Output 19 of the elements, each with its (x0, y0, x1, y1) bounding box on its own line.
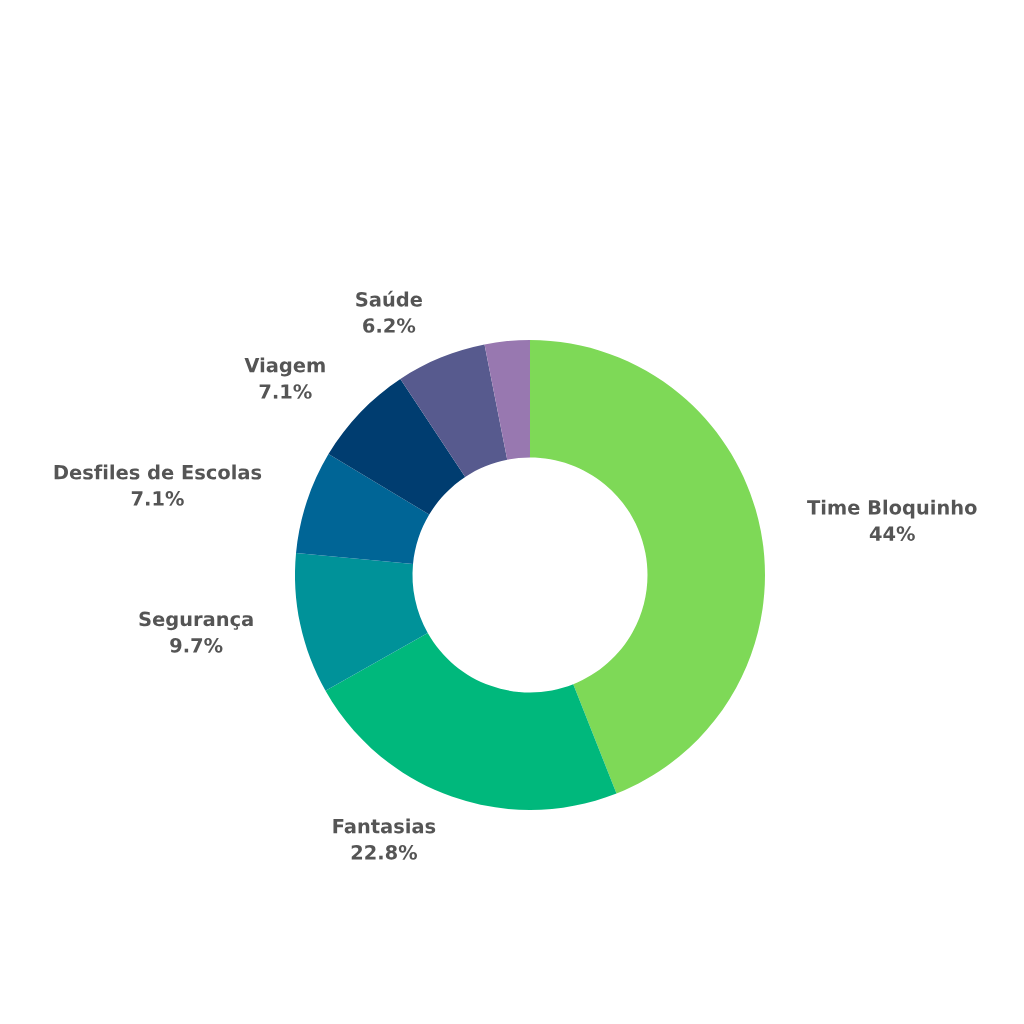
slice-label: Saúde (356, 290, 422, 307)
data-label: 44% (869, 526, 915, 541)
data-label: 7.1% (259, 384, 312, 399)
slice-label: Fantasias (333, 818, 436, 834)
donut-slice (530, 340, 765, 794)
data-label: 6.2% (363, 318, 416, 333)
donut-slice (400, 344, 508, 477)
slice-label: Segurança (139, 611, 253, 631)
data-label: 7.1% (131, 491, 184, 506)
data-label: 9.7% (170, 637, 223, 653)
data-label: 22.8% (351, 844, 418, 860)
donut-slice (325, 632, 617, 810)
slice-label: Desfiles de Escolas (54, 464, 262, 480)
slice-label: Time Bloquinho (807, 499, 977, 519)
donut-slice (296, 454, 430, 564)
donut-slice (295, 552, 428, 691)
donut-slice (484, 340, 530, 460)
donut-slice (328, 378, 466, 515)
slice-label: Viagem (244, 357, 325, 377)
